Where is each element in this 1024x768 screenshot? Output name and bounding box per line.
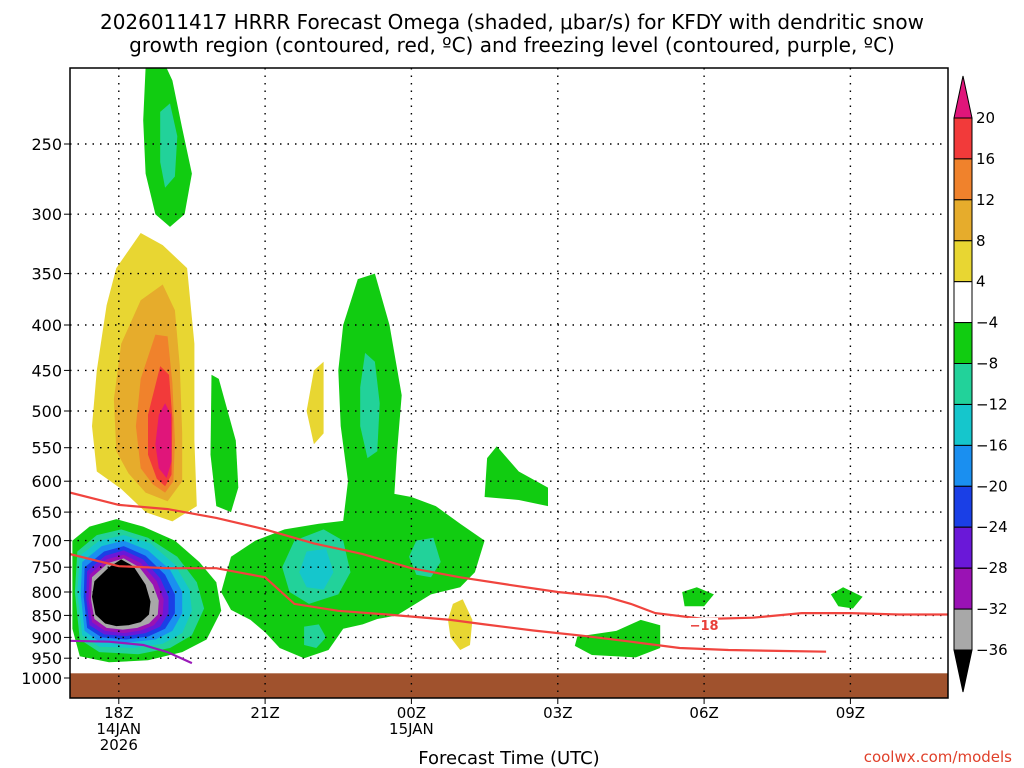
colorbar-tick-label: 20 bbox=[976, 109, 995, 127]
colorbar-box bbox=[953, 608, 973, 651]
x-tick-label: 18Z bbox=[104, 704, 133, 722]
y-tick-label: 750 bbox=[31, 558, 62, 577]
colorbar-box bbox=[953, 281, 973, 324]
omega-region-low-ascent-patch bbox=[574, 619, 661, 658]
credit-text: coolwx.com/models bbox=[864, 748, 1012, 766]
omega-region-low-subsidence bbox=[448, 599, 473, 650]
colorbar-box bbox=[953, 117, 973, 160]
y-tick-label: 500 bbox=[31, 402, 62, 421]
x-tick-label: 21Z bbox=[250, 704, 279, 722]
omega-region-subsidence-20 bbox=[155, 403, 172, 478]
colorbar-tick-label: −16 bbox=[976, 436, 1008, 454]
x-tick-label: 2026 bbox=[100, 736, 138, 754]
x-axis-label: Forecast Time (UTC) bbox=[418, 748, 599, 768]
y-tick-label: 400 bbox=[31, 316, 62, 335]
colorbar-box bbox=[953, 240, 973, 283]
colorbar-box bbox=[953, 322, 973, 365]
y-tick-label: 550 bbox=[31, 439, 62, 458]
chart-title-line1: 2026011417 HRRR Forecast Omega (shaded, … bbox=[100, 10, 924, 34]
chart-title-line2: growth region (contoured, red, ºC) and f… bbox=[129, 33, 895, 57]
colorbar-box bbox=[953, 158, 973, 201]
colorbar-box bbox=[953, 526, 973, 569]
colorbar-over-triangle bbox=[953, 75, 973, 119]
y-tick-label: 450 bbox=[31, 361, 62, 380]
omega-region-low-core-d bbox=[304, 624, 327, 648]
colorbar-tick-label: −12 bbox=[976, 396, 1008, 414]
omega-region-narrow-ascent bbox=[210, 374, 239, 513]
colorbar-box bbox=[953, 199, 973, 242]
colorbar-tick-label: −24 bbox=[976, 518, 1008, 536]
colorbar-box bbox=[953, 363, 973, 405]
omega-region-tiny-patch-b bbox=[830, 587, 863, 609]
y-tick-label: 250 bbox=[31, 135, 62, 154]
omega-region-tiny-patch-a bbox=[682, 587, 714, 607]
freezing-level-contour bbox=[70, 639, 193, 665]
colorbar-tick-label: 16 bbox=[976, 150, 995, 168]
y-tick-label: 950 bbox=[31, 649, 62, 668]
y-tick-label: 850 bbox=[31, 606, 62, 625]
y-tick-label: 350 bbox=[31, 265, 62, 284]
colorbar-tick-label: −4 bbox=[976, 314, 998, 332]
colorbar-tick-label: −32 bbox=[976, 600, 1008, 618]
omega-region-upper-ascent-core bbox=[160, 103, 178, 188]
omega-region-small-subsidence bbox=[306, 361, 324, 445]
y-tick-label: 600 bbox=[31, 472, 62, 491]
omega-region-ascent-patch-550 bbox=[484, 446, 548, 507]
plot-area-frame bbox=[69, 67, 949, 699]
x-tick-label: 00Z bbox=[397, 704, 426, 722]
x-tick-label: 06Z bbox=[689, 704, 718, 722]
colorbar-box bbox=[953, 444, 973, 487]
colorbar-box bbox=[953, 485, 973, 528]
dgz-contour-label: −18 bbox=[690, 619, 719, 634]
omega-region-strong-ascent-core bbox=[92, 559, 151, 627]
dgz-contour-lower-dgz-bound bbox=[70, 553, 827, 653]
y-tick-label: 300 bbox=[31, 205, 62, 224]
omega-region-mid-ascent-core-upper bbox=[360, 352, 380, 459]
x-tick-label: 09Z bbox=[836, 704, 865, 722]
x-tick-label: 14JAN bbox=[96, 720, 141, 738]
y-tick-label: 650 bbox=[31, 503, 62, 522]
y-tick-label: 800 bbox=[31, 583, 62, 602]
ground-surface bbox=[70, 673, 948, 698]
colorbar-tick-label: −28 bbox=[976, 559, 1008, 577]
omega-region-lowlevel-ascent-core-c bbox=[409, 537, 441, 578]
y-tick-label: 700 bbox=[31, 532, 62, 551]
dgz-label-bg bbox=[688, 617, 719, 632]
colorbar-box bbox=[953, 404, 973, 446]
colorbar-tick-label: −36 bbox=[976, 641, 1008, 659]
y-tick-label: 1000 bbox=[21, 669, 62, 688]
omega-region-lowlevel-ascent-core-b bbox=[299, 548, 334, 590]
y-tick-label: 900 bbox=[31, 628, 62, 647]
colorbar-tick-label: −8 bbox=[976, 355, 998, 373]
colorbar-tick-label: 12 bbox=[976, 191, 995, 209]
colorbar-under-triangle bbox=[953, 649, 973, 693]
dgz-contour-upper-dgz-bound bbox=[70, 491, 948, 621]
x-tick-label: 03Z bbox=[543, 704, 572, 722]
x-tick-label: 15JAN bbox=[389, 720, 434, 738]
colorbar-box bbox=[953, 567, 973, 610]
colorbar-tick-label: −20 bbox=[976, 477, 1008, 495]
colorbar-tick-label: 8 bbox=[976, 232, 986, 250]
colorbar-tick-label: 4 bbox=[976, 273, 986, 291]
